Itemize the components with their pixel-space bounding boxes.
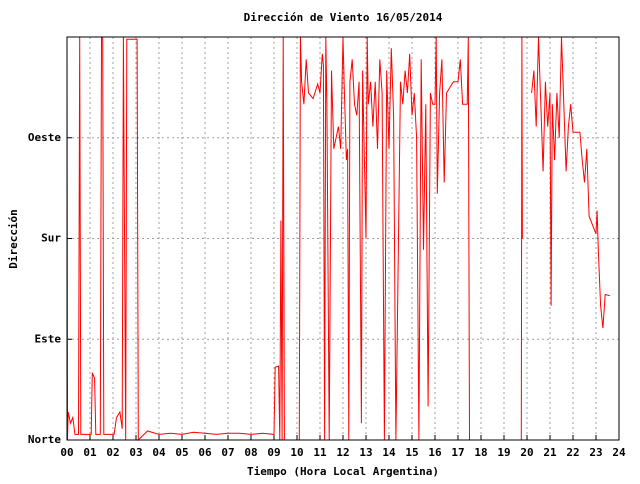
x-tick-label: 12 (336, 446, 349, 459)
x-tick-label: 08 (244, 446, 257, 459)
x-tick-label: 14 (382, 446, 396, 459)
x-tick-label: 16 (428, 446, 442, 459)
x-tick-label: 13 (359, 446, 372, 459)
chart-title: Dirección de Viento 16/05/2014 (244, 11, 443, 24)
y-axis-label: Dirección (7, 209, 20, 269)
x-tick-label: 21 (543, 446, 557, 459)
x-tick-label: 06 (198, 446, 212, 459)
plot-frame (66, 36, 620, 441)
y-tick-label: Norte (28, 433, 61, 446)
x-tick-label: 11 (313, 446, 327, 459)
x-tick-label: 09 (267, 446, 280, 459)
x-axis-label: Tiempo (Hora Local Argentina) (247, 465, 439, 478)
x-tick-label: 20 (520, 446, 533, 459)
x-tick-label: 17 (451, 446, 464, 459)
y-tick-label: Este (35, 332, 62, 345)
x-tick-label: 01 (83, 446, 97, 459)
x-tick-label: 23 (589, 446, 602, 459)
x-tick-label: 24 (612, 446, 626, 459)
x-tick-label: 22 (566, 446, 579, 459)
x-tick-label: 05 (175, 446, 188, 459)
x-tick-label: 18 (474, 446, 487, 459)
x-tick-label: 10 (290, 446, 303, 459)
y-tick-label: Sur (41, 232, 61, 245)
x-tick-label: 19 (497, 446, 510, 459)
x-tick-label: 04 (152, 446, 166, 459)
x-tick-label: 02 (106, 446, 119, 459)
y-tick-label: Oeste (28, 131, 61, 144)
x-tick-label: 00 (60, 446, 73, 459)
x-tick-label: 03 (129, 446, 142, 459)
x-tick-label: 15 (405, 446, 418, 459)
x-tick-label: 07 (221, 446, 234, 459)
